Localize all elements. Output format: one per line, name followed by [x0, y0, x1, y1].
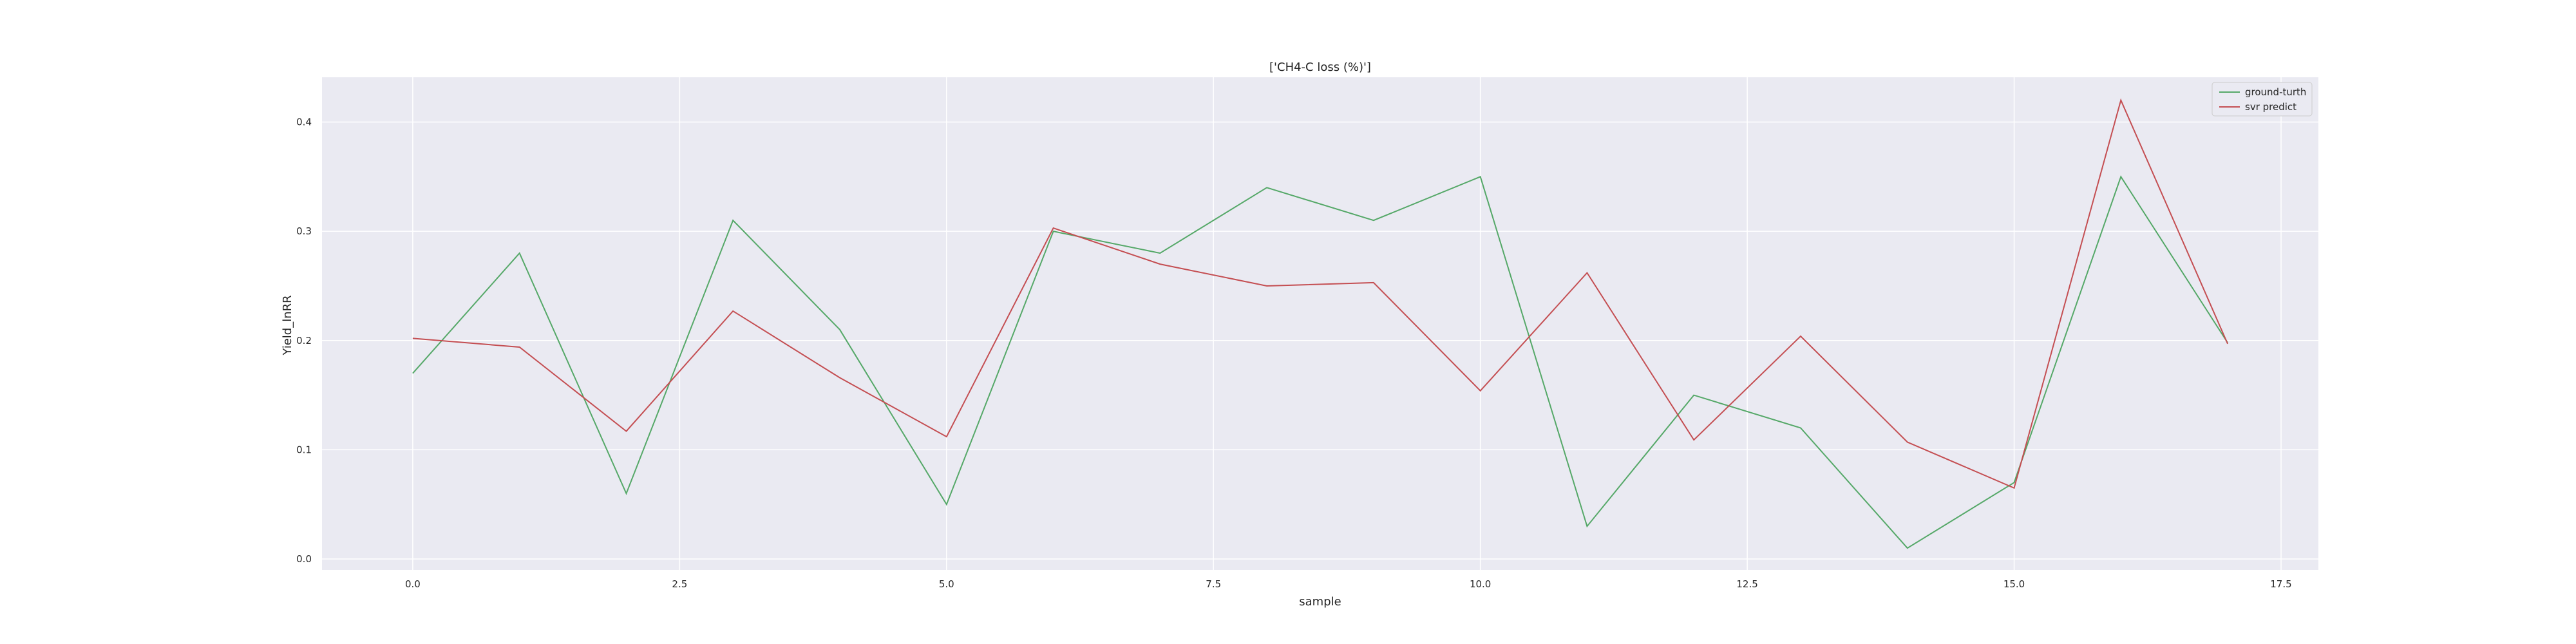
x-tick-label: 15.0: [2003, 578, 2025, 590]
series-line-ground-turth: [412, 175, 2228, 549]
y-tick-label: 0.1: [296, 444, 312, 455]
y-axis-label: Yield_lnRR: [281, 295, 294, 355]
legend-label-svr-predict: svr predict: [2245, 101, 2297, 113]
x-tick-label: 0.0: [405, 578, 421, 590]
x-tick-label: 10.0: [1470, 578, 1491, 590]
legend-label-ground-turth: ground-turth: [2245, 86, 2306, 98]
x-tick-label: 5.0: [939, 578, 954, 590]
x-tick-label: 17.5: [2270, 578, 2291, 590]
y-tick-label: 0.0: [296, 553, 312, 565]
ticks: 0.0 2.5 5.0 7.5 10.0 12.5 15.0 17.5 0.0 0.1 0.2 0.3…: [296, 117, 2292, 590]
x-tick-label: 12.5: [1736, 578, 1757, 590]
x-tick-label: 2.5: [672, 578, 687, 590]
series-line-svr-predict: [412, 98, 2229, 489]
legend: ground-turth svr predict: [2211, 82, 2313, 117]
y-tick-label: 0.3: [296, 225, 312, 237]
plot-area: [322, 77, 2318, 570]
y-tick-label: 0.2: [296, 335, 312, 346]
y-tick-label: 0.4: [296, 117, 312, 128]
series-layer: [412, 98, 2229, 549]
x-tick-label: 7.5: [1206, 578, 1221, 590]
x-axis-label: sample: [1299, 595, 1341, 609]
grid: [322, 77, 2318, 570]
chart-title: ['CH4-C loss (%)']: [1269, 61, 1371, 74]
